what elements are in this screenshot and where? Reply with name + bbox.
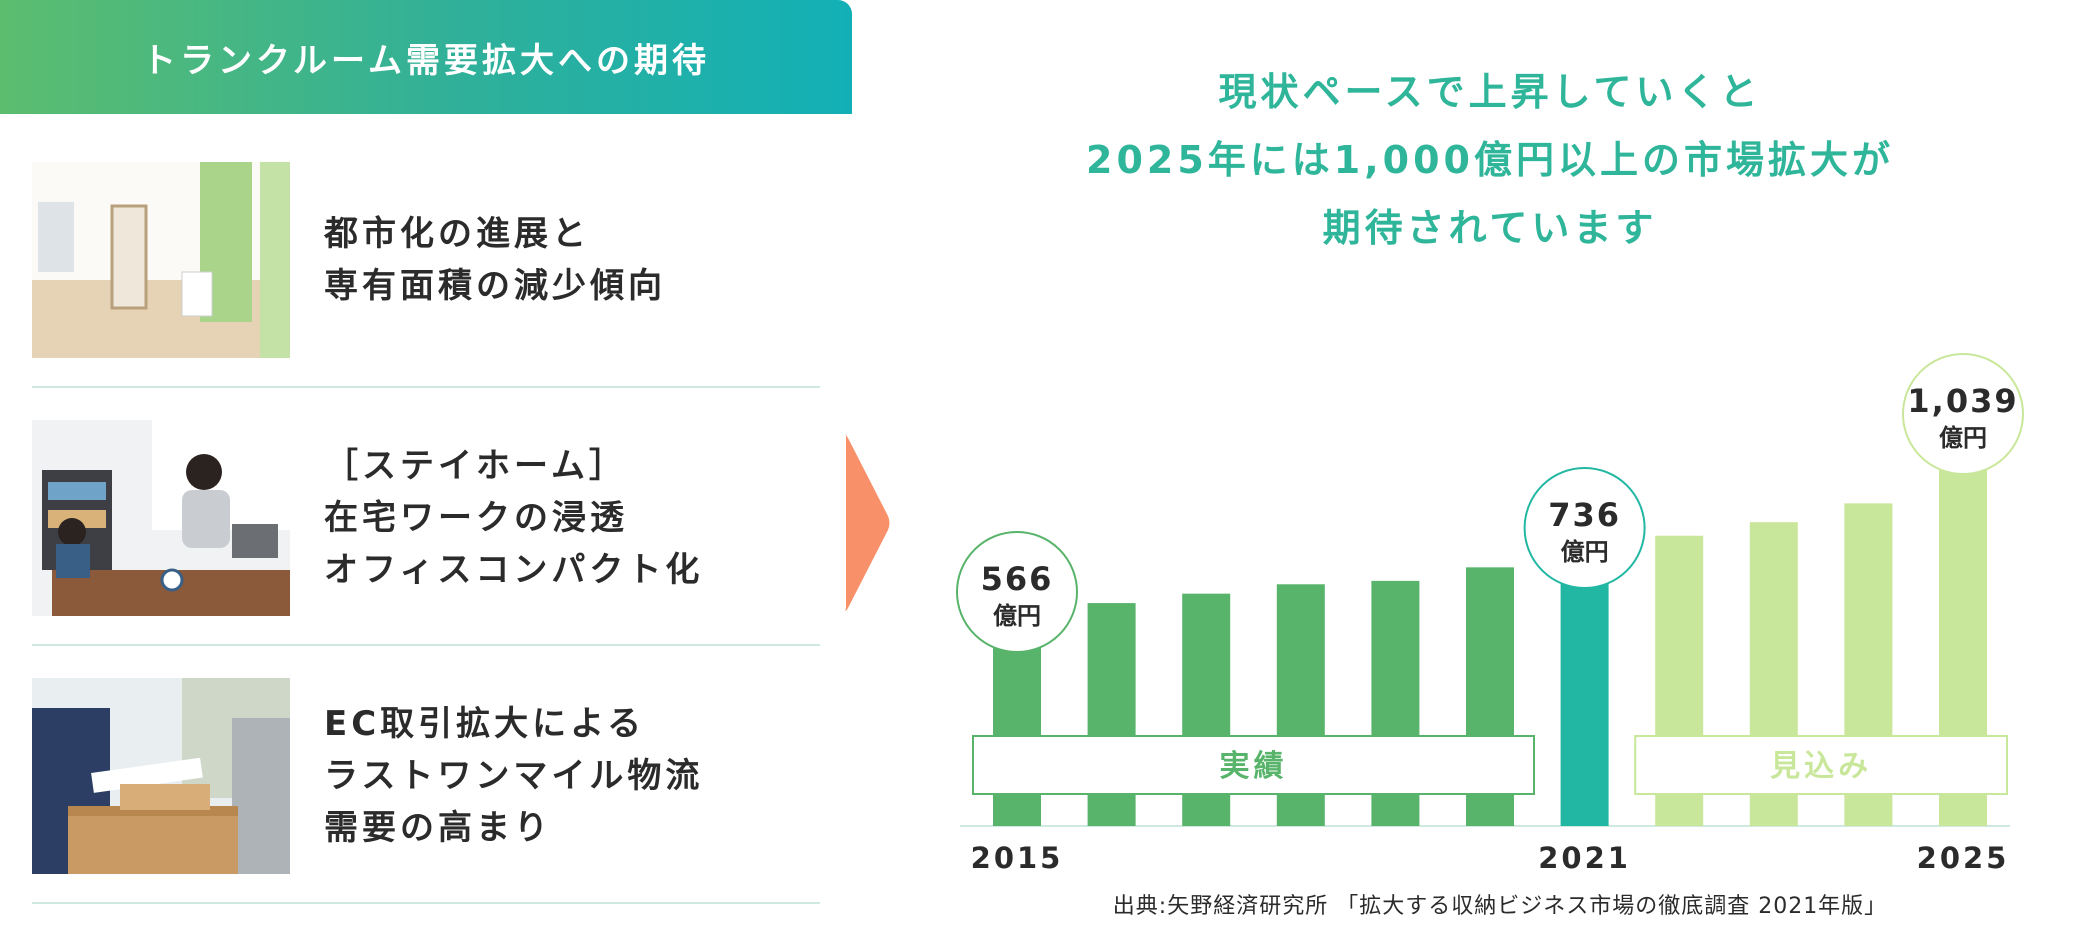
room-photo: [32, 162, 290, 358]
reason-line: オフィスコンパクト化: [324, 550, 704, 590]
headline-line: 期待されています: [1322, 206, 1658, 250]
divider: [32, 644, 820, 646]
reason-line: 専有面積の減少傾向: [324, 266, 666, 306]
divider: [32, 902, 820, 904]
reason-text: ［ステイホーム］ 在宅ワークの浸透 オフィスコンパクト化: [324, 440, 703, 596]
reason-text: 都市化の進展と 専有面積の減少傾向: [324, 208, 666, 312]
source-note: 出典:矢野経済研究所 「拡大する収納ビジネス市場の徹底調査 2021年版」: [1112, 894, 1888, 919]
reason-urbanization: 都市化の進展と 専有面積の減少傾向: [32, 162, 820, 358]
segment-label: 実績: [1220, 749, 1288, 784]
market-size-bar-chart: 実績 見込み 2015 2021 2025 566 億円 736 億円 1,039 億円: [956, 353, 2024, 875]
section-header: トランクルーム需要拡大への期待: [0, 0, 852, 114]
x-tick-label: 2025: [1917, 841, 2010, 875]
unit-label: 億円: [1939, 424, 1987, 452]
reason-line: 在宅ワークの浸透: [324, 498, 628, 538]
reason-stay-home: ［ステイホーム］ 在宅ワークの浸透 オフィスコンパクト化: [32, 420, 820, 616]
x-tick-label: 2015: [971, 841, 1064, 875]
section-header-title: トランクルーム需要拡大への期待: [142, 40, 710, 81]
delivery-photo: [32, 678, 290, 874]
reason-text: EC取引拡大による ラストワンマイル物流 需要の高まり: [324, 698, 703, 854]
reason-line: 需要の高まり: [324, 808, 552, 848]
reason-ec-logistics: EC取引拡大による ラストワンマイル物流 需要の高まり: [32, 678, 820, 874]
segment-label-box: [1634, 735, 2008, 795]
value-callout: [1523, 467, 1646, 590]
x-tick-label: 2021: [1538, 841, 1631, 875]
arrow-right-icon: [845, 434, 890, 611]
bar-2021: [1560, 550, 1609, 826]
unit-label: 億円: [1561, 538, 1609, 566]
value-label: 566: [981, 560, 1054, 598]
headline-line: 現状ペースで上昇していくと: [1218, 70, 1762, 114]
home-office-photo: [32, 420, 290, 616]
segment-label: 見込み: [1770, 749, 1872, 784]
divider: [32, 386, 820, 388]
headline-line: 2025年には1,000億円以上の市場拡大が: [1086, 138, 1894, 182]
reason-line: ラストワンマイル物流: [324, 756, 704, 796]
value-callout: [956, 531, 1078, 653]
chart-headline: 現状ペースで上昇していくと 2025年には1,000億円以上の市場拡大が 期待さ…: [1020, 58, 1960, 262]
value-label: 1,039: [1907, 382, 2018, 420]
reason-line: 都市化の進展と: [324, 214, 590, 254]
value-callout: [1902, 353, 2024, 475]
segment-label-box: [972, 735, 1535, 795]
value-label: 736: [1548, 496, 1621, 534]
reason-line: EC取引拡大による: [324, 704, 646, 744]
reason-line: ［ステイホーム］: [324, 446, 627, 486]
unit-label: 億円: [993, 602, 1041, 630]
